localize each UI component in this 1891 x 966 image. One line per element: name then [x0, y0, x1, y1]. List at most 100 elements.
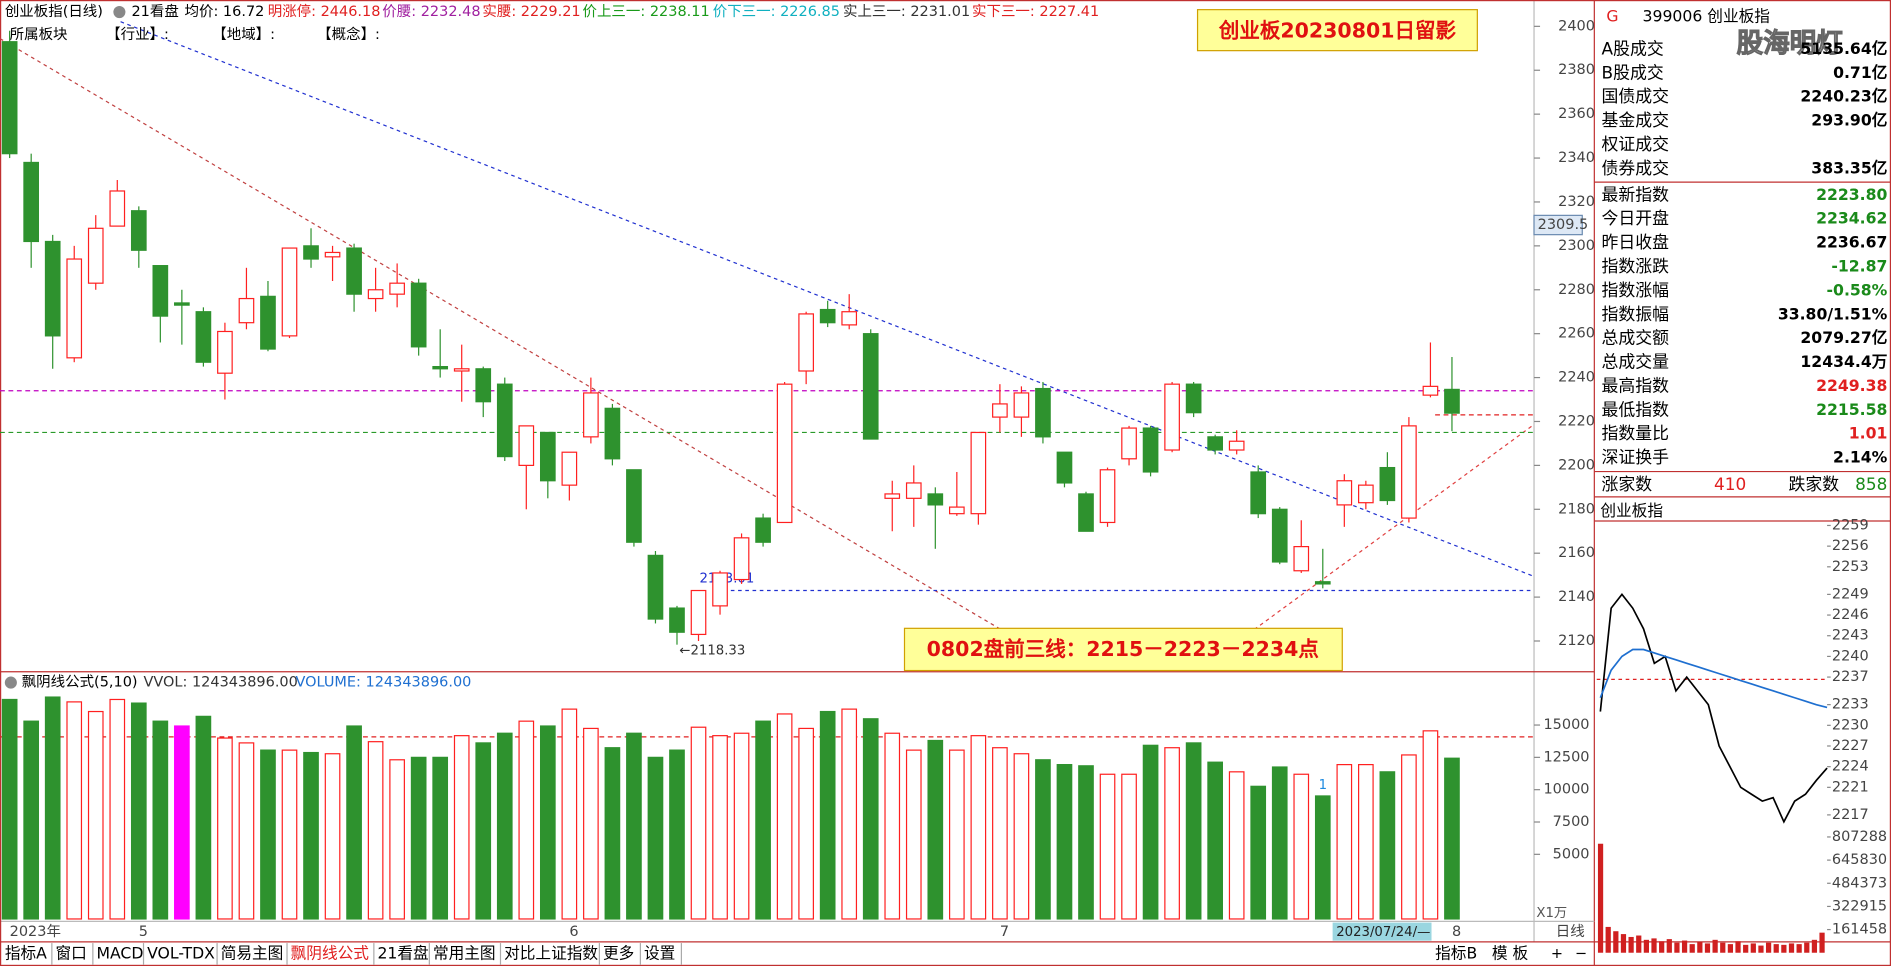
volume-bar	[1659, 941, 1665, 953]
panel-title: 飘阴线公式(5,10)	[22, 674, 138, 691]
volume-bar	[1379, 771, 1396, 920]
toolbar-tab[interactable]: 指标A	[5, 943, 47, 962]
chart-title: 创业板指(日线)	[5, 2, 103, 20]
toolbar-tab[interactable]: 设置	[644, 943, 675, 962]
panel-title: 创业板指	[1600, 501, 1663, 520]
trend-lines	[0, 21, 1535, 631]
row-value: -12.87	[1831, 257, 1887, 276]
zoom-button[interactable]: +	[1551, 946, 1563, 962]
volume-bar	[1013, 753, 1030, 920]
toolbar-tab[interactable]: 更多	[603, 943, 634, 962]
volume-bar	[1293, 773, 1310, 920]
candle-body	[669, 607, 685, 633]
unit-label: X1万	[1536, 906, 1567, 921]
volume-bar	[1271, 766, 1288, 920]
volume-bar	[1056, 764, 1073, 920]
candle-body	[1099, 469, 1116, 524]
y-tick-label: 2249	[1832, 586, 1869, 602]
flag: G	[1606, 6, 1618, 25]
y-tick-label: 2221	[1832, 779, 1869, 795]
toolbar-tab[interactable]: MACD	[96, 943, 143, 962]
candle-body	[66, 258, 83, 359]
row-label: 指数振幅	[1602, 304, 1670, 324]
volume-bar	[346, 725, 362, 920]
volume-bar	[539, 725, 556, 920]
candle-body	[1035, 387, 1051, 438]
volume-bar	[755, 720, 771, 920]
volume-bar	[690, 726, 707, 920]
header-item: 实上三一: 2231.01	[843, 3, 970, 20]
volume-bar	[1651, 938, 1657, 953]
toolbar-tab[interactable]: 模 板	[1492, 943, 1529, 962]
candle-body	[604, 407, 621, 460]
row-value: 2236.67	[1816, 233, 1887, 252]
x-tick-label: 7	[1000, 924, 1009, 940]
candle-body	[44, 240, 61, 337]
zoom-button[interactable]: −	[1575, 946, 1587, 962]
period: 日线	[1556, 923, 1585, 940]
volume-bar	[1643, 939, 1649, 953]
toolbar-tab[interactable]: 常用主图	[433, 943, 496, 962]
volume-bar	[561, 708, 578, 920]
row-value: 383.35亿	[1811, 158, 1887, 177]
volume-bar	[1674, 942, 1680, 953]
y-tick-label: 2200	[1558, 457, 1595, 473]
candle-body	[87, 227, 104, 284]
y-tick-label: 2224	[1832, 759, 1869, 775]
candle-body	[260, 295, 276, 350]
candle-body	[475, 368, 492, 403]
row-label: 指数量比	[1602, 423, 1670, 443]
volume-bar	[583, 727, 599, 920]
toolbar-tab[interactable]: 飘阴线公式	[291, 943, 370, 962]
volume-bar	[1358, 764, 1374, 920]
sector-item: 【概念】:	[317, 25, 380, 43]
toolbar-tab[interactable]: 窗口	[55, 943, 86, 962]
volume-bar	[217, 737, 233, 920]
x-tick-label: 8	[1452, 924, 1461, 940]
toolbar-tab[interactable]: VOL-TDX	[147, 943, 215, 962]
candle-body	[1293, 546, 1310, 572]
volume-bar	[1228, 771, 1245, 920]
breadth-item: 410	[1714, 474, 1746, 494]
breadth-item: 跌家数	[1788, 474, 1839, 494]
x-tick-label: 6	[569, 924, 578, 940]
candle-body	[1185, 383, 1202, 414]
candle-body	[518, 425, 535, 466]
volume-bar	[1142, 744, 1159, 920]
volume-bar	[281, 749, 298, 920]
toolbar-tab[interactable]: 指标B	[1435, 943, 1477, 962]
toolbar-tab[interactable]: 简易主图	[221, 943, 284, 962]
toolbar-tab[interactable]: 21看盘	[377, 943, 428, 962]
volume-bar	[1035, 759, 1051, 920]
candle-body	[324, 251, 341, 258]
note-box	[903, 627, 1343, 672]
candle-body	[1228, 440, 1245, 451]
candle-body	[152, 265, 169, 317]
volume-bar	[905, 749, 922, 920]
volume-bar	[1773, 944, 1779, 953]
row-label: 深证换手	[1602, 447, 1670, 467]
row-value: 12434.4万	[1800, 352, 1887, 371]
row-value: -0.58%	[1827, 280, 1888, 299]
volume-bar	[1121, 773, 1137, 920]
x-tick-label: 2023年	[10, 923, 61, 940]
volume-bar	[238, 742, 255, 920]
volume-bar	[496, 732, 513, 920]
row-label: A股成交	[1602, 38, 1664, 58]
volume-bar	[410, 756, 427, 920]
watermark: 股海明灯	[1737, 28, 1843, 59]
header-item: 实下三一: 2227.41	[972, 3, 1099, 20]
candle-body	[561, 451, 578, 486]
candle-body	[712, 572, 728, 607]
x-tick-label: 5	[139, 924, 148, 940]
volume-bar	[66, 701, 83, 920]
volume-bar	[647, 756, 664, 920]
volume-bar	[1444, 757, 1460, 920]
row-label: 指数涨幅	[1602, 280, 1670, 300]
y-tick-label: 2240	[1558, 370, 1595, 386]
row-label: 权证成交	[1602, 134, 1670, 154]
toolbar-tab[interactable]: 对比上证指数	[504, 943, 598, 962]
icon	[4, 676, 17, 689]
